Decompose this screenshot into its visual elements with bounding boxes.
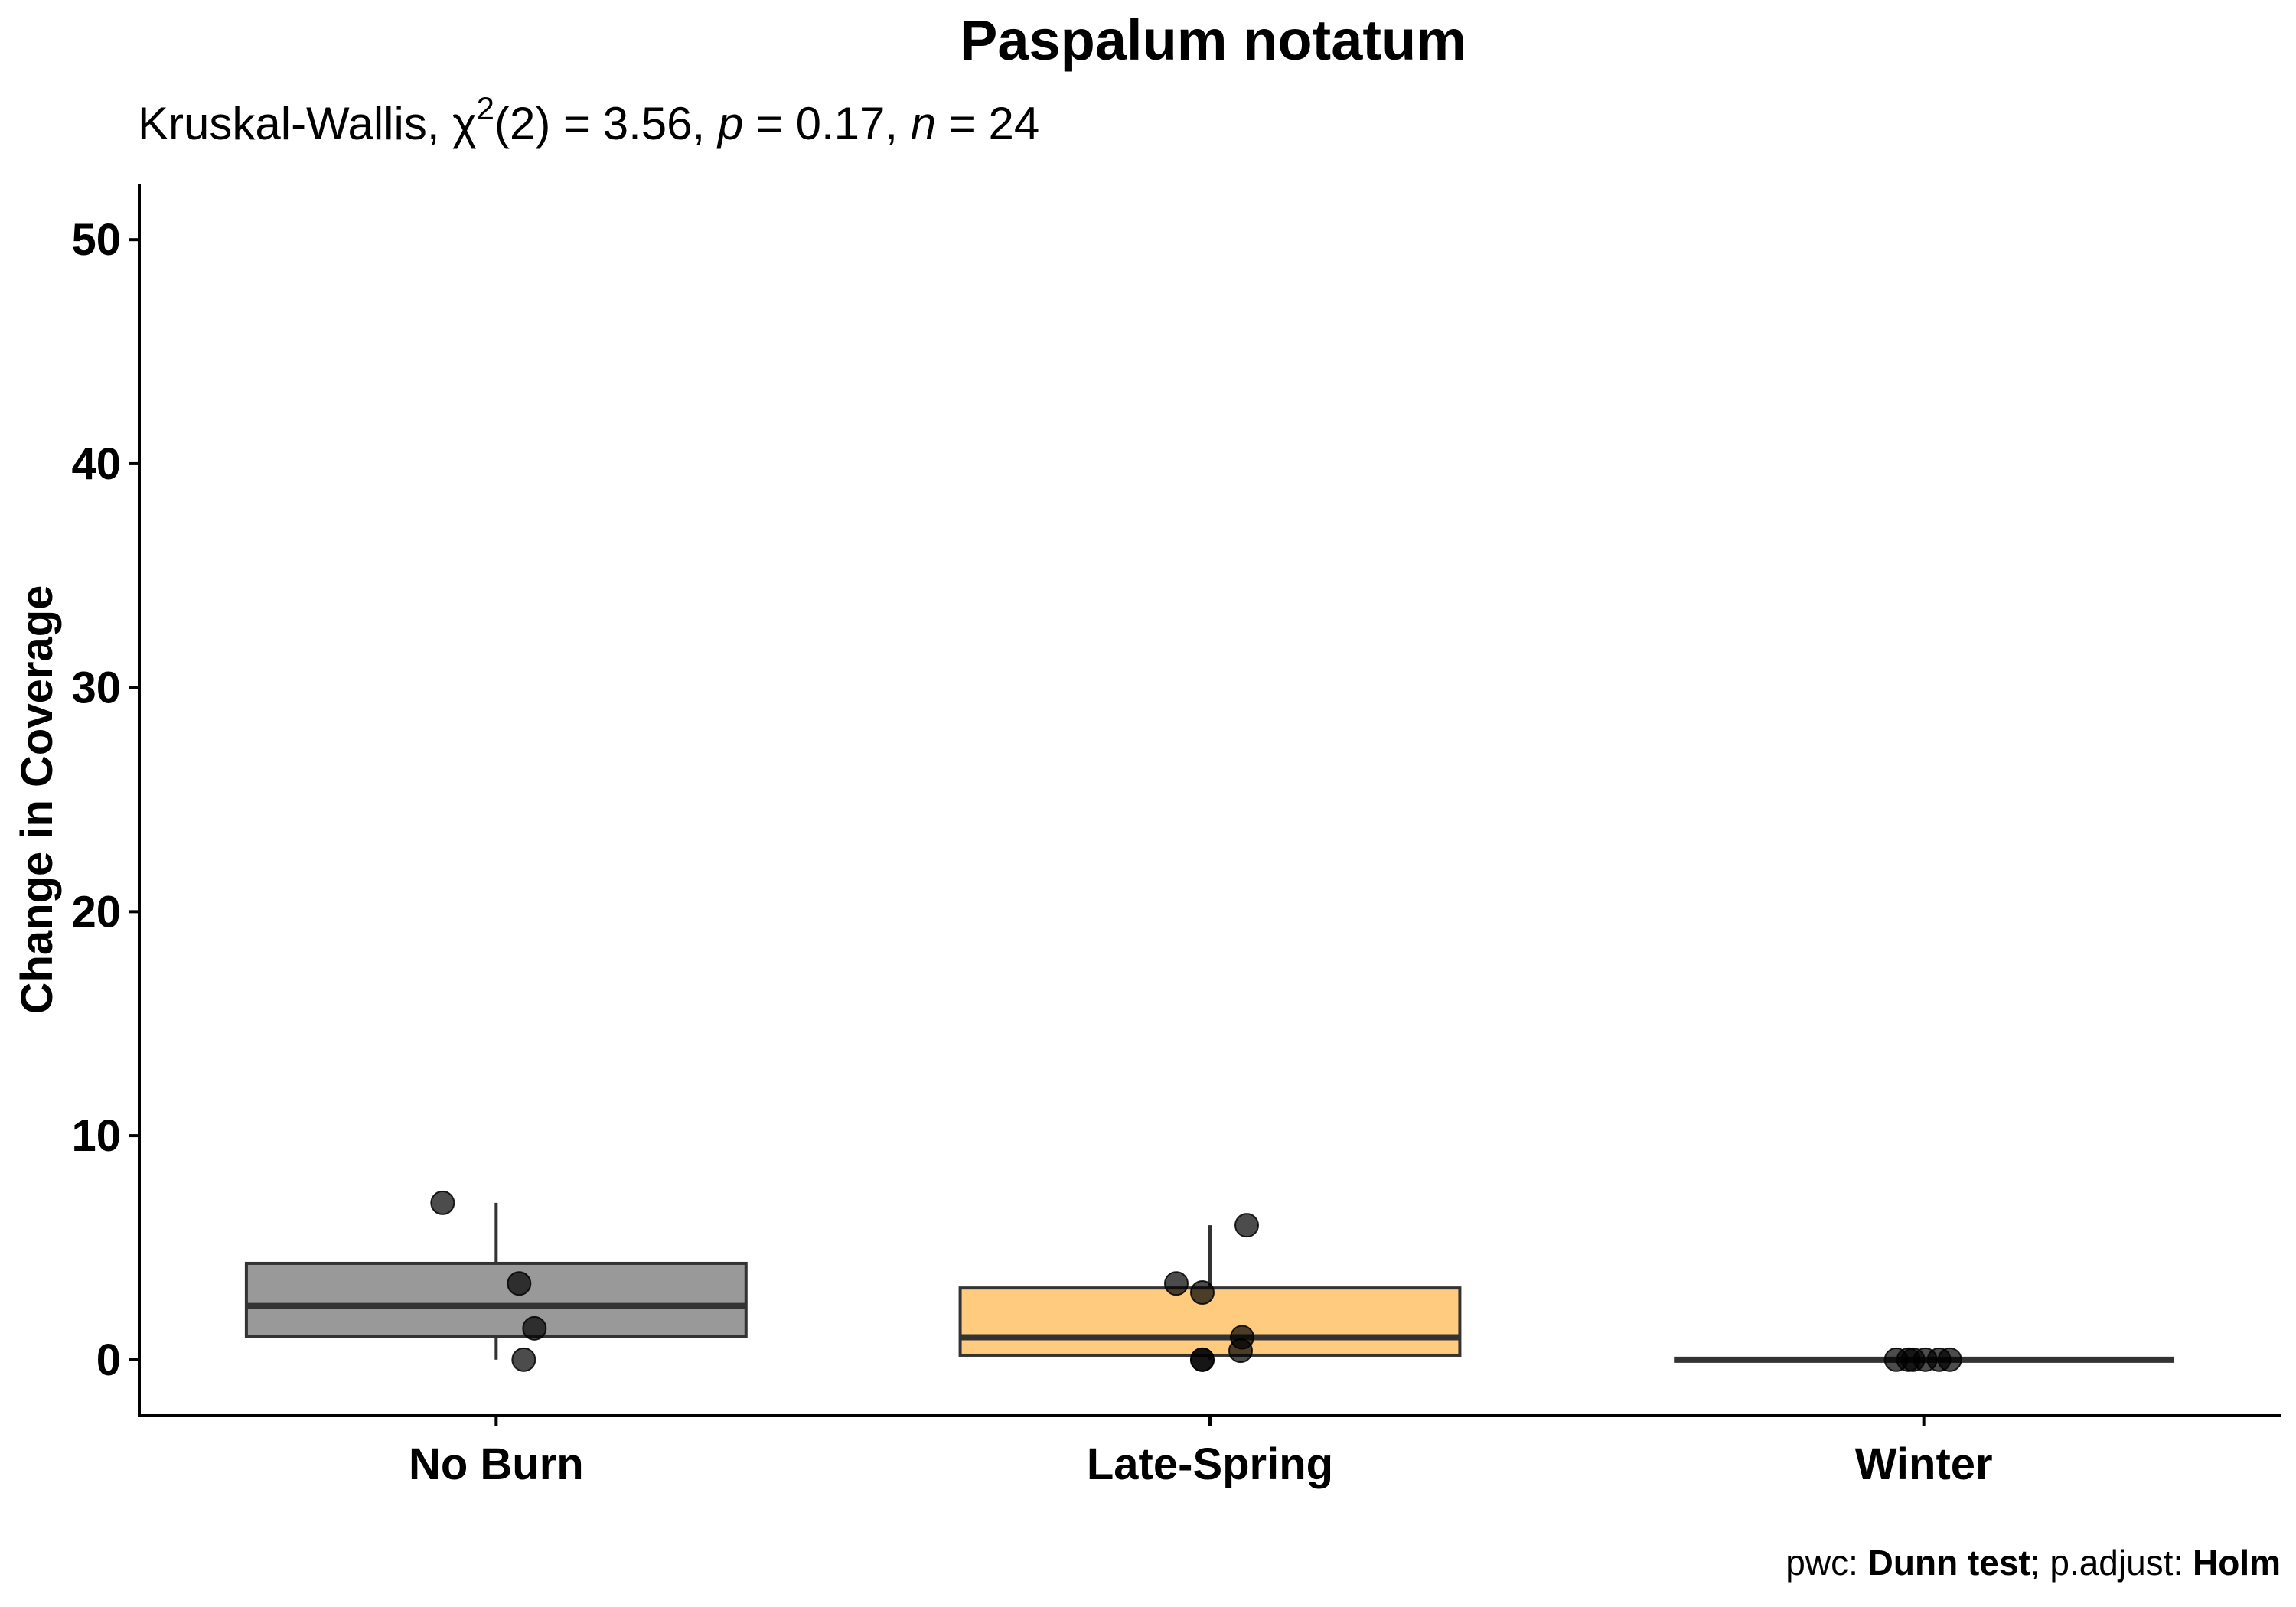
y-tick-label: 0 (96, 1335, 121, 1385)
data-point (1190, 1280, 1215, 1305)
box-no-burn (244, 1202, 748, 1360)
y-tick-label: 50 (71, 215, 121, 265)
data-point (522, 1315, 547, 1341)
chart-title: Paspalum notatum (960, 8, 1466, 72)
data-point (1228, 1338, 1253, 1364)
data-point (507, 1271, 532, 1296)
boxplots (244, 1202, 2174, 1363)
data-point (1164, 1271, 1189, 1296)
data-point (1190, 1347, 1215, 1372)
y-tick-label: 20 (71, 887, 121, 937)
data-point (1234, 1213, 1259, 1238)
x-tick-label: Winter (1855, 1439, 1993, 1489)
y-axis-title: Change in Coverage (12, 585, 62, 1015)
data-point (1937, 1347, 1962, 1372)
x-tick-label: No Burn (409, 1439, 584, 1489)
y-tick-label: 30 (71, 663, 121, 713)
y-tick-label: 10 (71, 1111, 121, 1161)
x-axis-ticks: No Burn Late-Spring Winter (409, 1416, 1993, 1489)
y-axis-ticks: 0 10 20 30 40 50 (71, 215, 139, 1385)
x-tick-label: Late-Spring (1087, 1439, 1333, 1489)
data-point (511, 1347, 536, 1372)
box-body (244, 1261, 748, 1338)
y-tick-label: 40 (71, 439, 121, 489)
data-point (430, 1190, 455, 1215)
chart-caption: pwc: Dunn test; p.adjust: Holm (1786, 1543, 2281, 1583)
chart-subtitle: Kruskal-Wallis, χ2(2) = 3.56, p = 0.17, … (138, 90, 1039, 149)
data-points (430, 1190, 1962, 1372)
